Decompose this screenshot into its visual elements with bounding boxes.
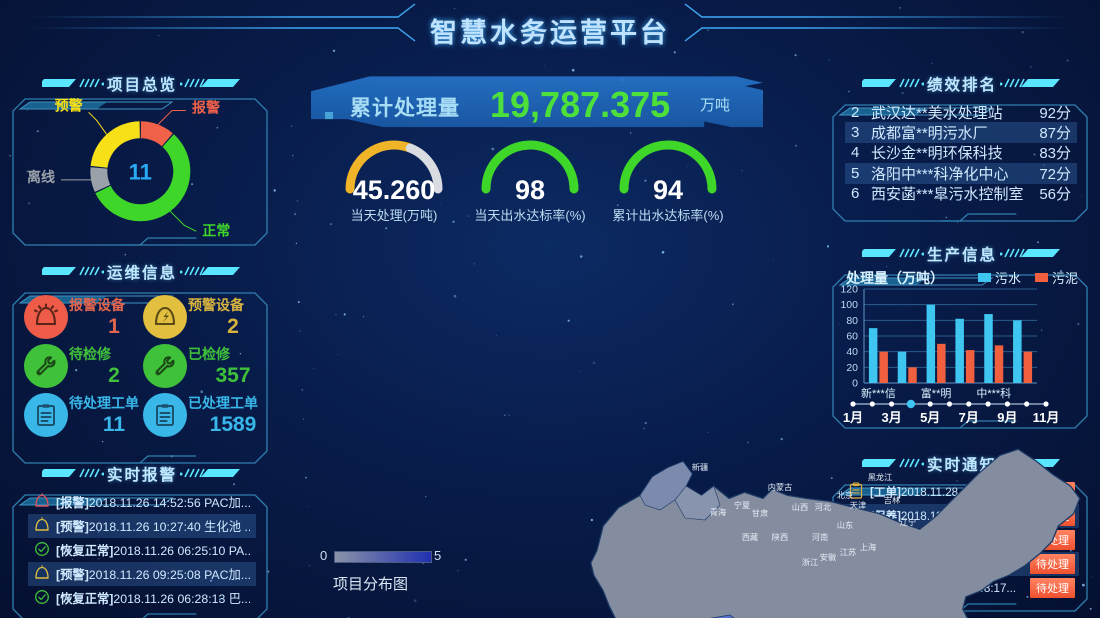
svg-text:94: 94 [653, 175, 683, 205]
svg-text:20: 20 [846, 362, 858, 374]
svg-text:北京: 北京 [837, 490, 853, 500]
svg-text:98: 98 [515, 175, 545, 205]
svg-text:新***信: 新***信 [861, 386, 896, 400]
svg-text:陕西: 陕西 [772, 532, 788, 542]
svg-text:5月: 5月 [920, 410, 940, 425]
svg-text:中***科: 中***科 [976, 386, 1011, 400]
svg-text:9月: 9月 [997, 410, 1017, 425]
svg-text:80: 80 [846, 315, 858, 327]
svg-text:新疆: 新疆 [692, 462, 708, 472]
svg-text:天津: 天津 [850, 500, 866, 510]
svg-text:11月: 11月 [1033, 410, 1060, 425]
svg-text:江苏: 江苏 [840, 547, 856, 557]
svg-text:辽宁: 辽宁 [900, 517, 916, 527]
svg-text:1月: 1月 [843, 410, 863, 425]
svg-text:山东: 山东 [837, 520, 853, 530]
svg-text:内蒙古: 内蒙古 [768, 482, 793, 492]
svg-text:西藏: 西藏 [742, 532, 758, 542]
svg-text:黑龙江: 黑龙江 [868, 472, 893, 482]
svg-text:60: 60 [846, 331, 858, 343]
svg-text:120: 120 [840, 284, 858, 296]
svg-text:7月: 7月 [959, 410, 979, 425]
svg-text:浙江: 浙江 [802, 557, 818, 567]
svg-text:河南: 河南 [812, 532, 828, 542]
svg-text:安徽: 安徽 [820, 552, 836, 562]
svg-text:40: 40 [846, 346, 858, 358]
svg-text:富**明: 富**明 [921, 386, 952, 400]
svg-text:11: 11 [129, 159, 152, 184]
svg-text:河北: 河北 [815, 502, 831, 512]
svg-text:青海: 青海 [710, 507, 726, 517]
svg-text:预警: 预警 [55, 97, 83, 113]
svg-text:3月: 3月 [881, 410, 901, 425]
svg-text:正常: 正常 [202, 222, 230, 238]
svg-text:100: 100 [840, 299, 858, 311]
svg-text:宁夏: 宁夏 [734, 500, 750, 510]
svg-text:吉林: 吉林 [884, 495, 900, 505]
svg-text:离线: 离线 [27, 169, 55, 185]
svg-text:45.260: 45.260 [353, 175, 436, 205]
svg-text:0: 0 [852, 378, 858, 390]
svg-text:上海: 上海 [860, 542, 876, 552]
svg-text:山西: 山西 [792, 502, 808, 512]
svg-text:甘肃: 甘肃 [752, 508, 768, 518]
svg-text:报警: 报警 [192, 100, 220, 116]
